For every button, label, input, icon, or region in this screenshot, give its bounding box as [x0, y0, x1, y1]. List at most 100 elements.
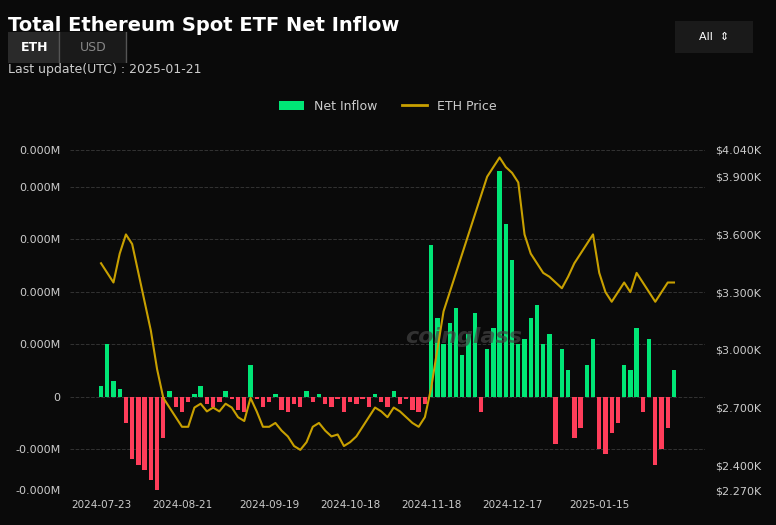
Bar: [372, 394, 377, 396]
Bar: [341, 396, 346, 412]
Bar: [168, 391, 171, 396]
Bar: [199, 386, 203, 396]
Bar: [335, 396, 340, 399]
Bar: [615, 396, 620, 423]
Bar: [448, 323, 452, 396]
Bar: [666, 396, 670, 428]
Bar: [411, 396, 414, 410]
Bar: [653, 396, 657, 465]
Text: Last update(UTC) : 2025-01-21: Last update(UTC) : 2025-01-21: [8, 63, 201, 76]
Bar: [366, 396, 371, 407]
Bar: [217, 396, 221, 402]
Bar: [261, 396, 265, 407]
Bar: [510, 260, 514, 396]
Bar: [603, 396, 608, 454]
Text: All  ⇕: All ⇕: [699, 32, 729, 42]
Bar: [149, 396, 153, 480]
Bar: [547, 334, 552, 396]
Bar: [566, 370, 570, 396]
Bar: [392, 391, 396, 396]
Bar: [553, 396, 558, 444]
Bar: [473, 313, 477, 396]
Bar: [541, 344, 546, 396]
Bar: [286, 396, 290, 412]
Bar: [535, 305, 539, 396]
Bar: [479, 396, 483, 412]
Text: USD: USD: [80, 41, 106, 54]
Bar: [386, 396, 390, 407]
Bar: [230, 396, 234, 399]
Bar: [423, 396, 427, 404]
Bar: [497, 172, 502, 396]
Bar: [304, 391, 309, 396]
Bar: [180, 396, 184, 412]
Bar: [155, 396, 159, 490]
Bar: [660, 396, 663, 449]
Bar: [205, 396, 209, 404]
Bar: [192, 394, 196, 396]
Bar: [528, 318, 533, 396]
Bar: [578, 396, 583, 428]
Bar: [485, 350, 490, 396]
Bar: [635, 329, 639, 396]
Bar: [323, 396, 327, 404]
Bar: [255, 396, 259, 399]
Bar: [242, 396, 247, 412]
Bar: [186, 396, 190, 402]
Bar: [211, 396, 215, 407]
Bar: [404, 396, 408, 399]
Bar: [442, 344, 445, 396]
Bar: [647, 339, 651, 396]
Bar: [491, 329, 496, 396]
Bar: [454, 308, 458, 396]
Bar: [572, 396, 577, 438]
Bar: [354, 396, 359, 404]
Bar: [348, 396, 352, 402]
Bar: [298, 396, 303, 407]
Bar: [267, 396, 272, 402]
Bar: [504, 224, 508, 396]
Bar: [417, 396, 421, 412]
Text: Total Ethereum Spot ETF Net Inflow: Total Ethereum Spot ETF Net Inflow: [8, 16, 399, 35]
Bar: [111, 381, 116, 396]
Bar: [117, 388, 122, 396]
Bar: [105, 344, 109, 396]
Bar: [236, 396, 241, 410]
Text: ETH: ETH: [20, 41, 48, 54]
Bar: [317, 394, 321, 396]
Bar: [161, 396, 165, 438]
Bar: [466, 334, 470, 396]
Bar: [248, 365, 253, 396]
Bar: [310, 396, 315, 402]
Bar: [435, 318, 439, 396]
FancyBboxPatch shape: [671, 19, 757, 54]
Bar: [622, 365, 626, 396]
Bar: [123, 396, 128, 423]
Bar: [591, 339, 595, 396]
Bar: [597, 396, 601, 449]
FancyBboxPatch shape: [60, 30, 126, 65]
Bar: [559, 350, 564, 396]
Bar: [629, 370, 632, 396]
Bar: [379, 396, 383, 402]
Bar: [137, 396, 140, 465]
Bar: [398, 396, 402, 404]
Bar: [292, 396, 296, 404]
Bar: [584, 365, 589, 396]
Bar: [672, 370, 676, 396]
Bar: [329, 396, 334, 407]
Bar: [143, 396, 147, 470]
Text: coinglass: coinglass: [405, 327, 522, 347]
Bar: [360, 396, 365, 399]
Bar: [516, 344, 521, 396]
Bar: [223, 391, 227, 396]
FancyBboxPatch shape: [1, 30, 68, 65]
Bar: [522, 339, 527, 396]
Bar: [609, 396, 614, 433]
Bar: [99, 386, 103, 396]
Bar: [273, 394, 278, 396]
Legend: Net Inflow, ETH Price: Net Inflow, ETH Price: [273, 94, 501, 118]
Bar: [429, 245, 433, 396]
Bar: [279, 396, 284, 410]
Bar: [460, 355, 464, 396]
